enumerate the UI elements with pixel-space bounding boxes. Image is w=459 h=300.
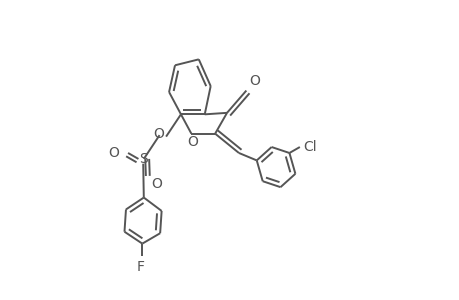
Text: F: F bbox=[136, 260, 145, 274]
Text: O: O bbox=[153, 127, 164, 141]
Text: O: O bbox=[151, 177, 162, 190]
Text: S: S bbox=[139, 152, 148, 166]
Text: O: O bbox=[108, 146, 119, 160]
Text: O: O bbox=[187, 135, 198, 149]
Text: Cl: Cl bbox=[302, 140, 316, 154]
Text: O: O bbox=[249, 74, 260, 88]
